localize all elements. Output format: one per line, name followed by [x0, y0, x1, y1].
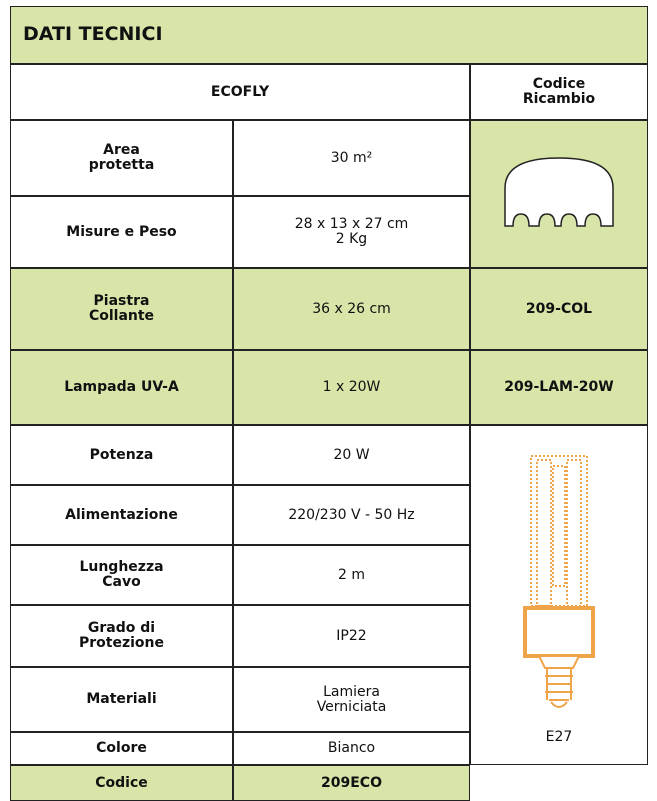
row-label: Codice — [10, 765, 233, 801]
row-label: Potenza — [10, 425, 233, 485]
row-value: 2 m — [233, 545, 470, 605]
lamp-icon — [509, 446, 609, 716]
row-value: 30 m² — [233, 120, 470, 196]
row-label: Materiali — [10, 667, 233, 732]
spare-code: 209-COL — [470, 268, 648, 350]
row-value: 1 x 20W — [233, 350, 470, 425]
plate-image-cell — [470, 120, 648, 268]
column-header: ECOFLY — [10, 64, 470, 120]
page: {"header": {"title": "DATI TECNICI"}, "t… — [0, 0, 657, 801]
row-value: 209ECO — [233, 765, 470, 801]
row-label: Area protetta — [10, 120, 233, 196]
row-label: Misure e Peso — [10, 196, 233, 268]
row-label: Lampada UV-A — [10, 350, 233, 425]
row-value: 28 x 13 x 27 cm 2 Kg — [233, 196, 470, 268]
row-value: IP22 — [233, 605, 470, 667]
row-value: Lamiera Verniciata — [233, 667, 470, 732]
row-value: 20 W — [233, 425, 470, 485]
title: DATI TECNICI — [10, 6, 648, 64]
socket-label: E27 — [546, 730, 573, 745]
row-value: 36 x 26 cm — [233, 268, 470, 350]
row-label: Colore — [10, 732, 233, 765]
row-value: 220/230 V - 50 Hz — [233, 485, 470, 545]
plate-icon — [499, 154, 619, 234]
row-value: Bianco — [233, 732, 470, 765]
row-label: Alimentazione — [10, 485, 233, 545]
column-header: Codice Ricambio — [470, 64, 648, 120]
row-label: Lunghezza Cavo — [10, 545, 233, 605]
lamp-cell: E27 — [470, 425, 648, 765]
row-label: Grado di Protezione — [10, 605, 233, 667]
row-label: Piastra Collante — [10, 268, 233, 350]
spare-code: 209-LAM-20W — [470, 350, 648, 425]
